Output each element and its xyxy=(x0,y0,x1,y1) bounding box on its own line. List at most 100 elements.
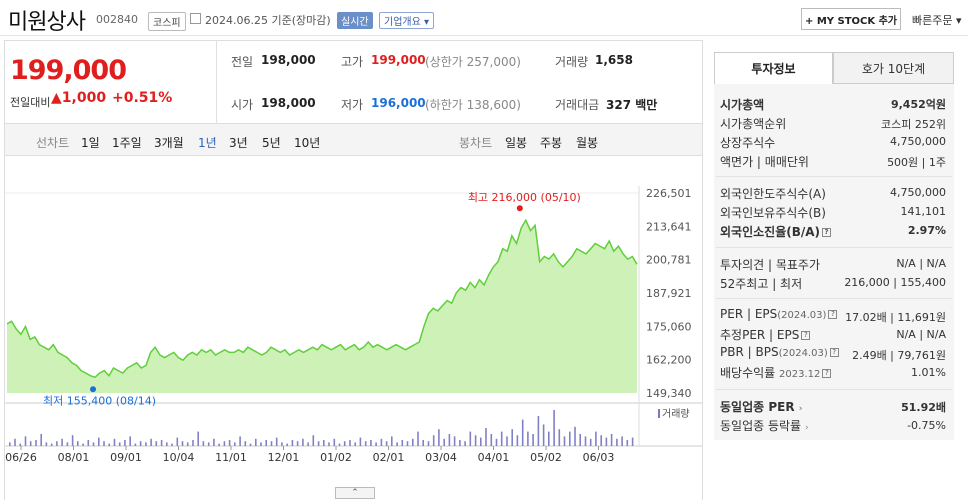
price-area xyxy=(7,220,637,393)
company-overview-dropdown[interactable]: 기업개요 ▾ xyxy=(379,12,435,29)
chevron-right-icon: › xyxy=(804,423,809,433)
stock-name: 미원상사 xyxy=(8,10,86,35)
volume-bar xyxy=(24,436,27,446)
x-tick-label: 10/04 xyxy=(163,451,195,464)
sector-change-label[interactable]: 동일업종 등락률 › xyxy=(720,417,809,434)
tab-period-1w[interactable]: 1주일 xyxy=(112,136,142,150)
change-label: 전일대비 xyxy=(10,96,51,109)
high-marker xyxy=(516,205,523,212)
low-annotation: 최저 155,400 (08/14) xyxy=(43,394,156,407)
volume-bar xyxy=(61,438,63,446)
low-value: 196,000 xyxy=(371,96,426,110)
volume-bar xyxy=(103,441,105,446)
cap-rank-value: 코스피 252위 xyxy=(881,118,946,131)
volume-bar xyxy=(380,438,383,446)
volume-bar xyxy=(207,442,210,446)
volume-bar xyxy=(438,429,440,446)
volume-bar xyxy=(359,437,362,446)
volume-bar xyxy=(192,440,194,446)
date: 2024.06.25 xyxy=(205,14,268,27)
volume-bar xyxy=(569,431,571,446)
sector-per-text: 동일업종 PER xyxy=(720,400,795,414)
tab-period-5y[interactable]: 5년 xyxy=(262,136,281,150)
prev-value: 198,000 xyxy=(261,53,316,67)
tab-investment-info[interactable]: 투자정보 xyxy=(714,52,833,84)
foreign-ratio-value: 2.97% xyxy=(907,224,946,237)
divider xyxy=(716,176,952,177)
volume-bar xyxy=(171,443,173,446)
volume-bar xyxy=(338,443,341,446)
tab-candle-month[interactable]: 월봉 xyxy=(576,136,599,150)
volume-bar xyxy=(605,437,608,446)
volume-bar xyxy=(176,437,179,446)
sector-per-label[interactable]: 동일업종 PER › xyxy=(720,398,802,415)
pbr-period: (2024.03) xyxy=(778,348,828,359)
foreign-hold-value: 141,101 xyxy=(900,205,947,218)
high-value: 199,000 xyxy=(371,53,426,67)
help-icon[interactable]: ? xyxy=(828,310,838,319)
week52-label: 52주최고 | 최저 xyxy=(720,277,803,291)
volume-bar xyxy=(118,442,121,446)
volume-bar xyxy=(98,437,100,446)
realtime-badge[interactable]: 실시간 xyxy=(337,12,373,29)
tab-candle-week[interactable]: 주봉 xyxy=(540,136,563,150)
stock-code: 002840 xyxy=(96,13,138,26)
dividend-period: 2023.12 xyxy=(779,369,821,380)
volume-bar xyxy=(186,442,189,446)
x-tick-label: 11/01 xyxy=(215,451,247,464)
volume-bar xyxy=(396,442,398,446)
est-per-value: N/A | N/A xyxy=(896,328,946,341)
volume-bar xyxy=(35,440,37,446)
volume-bar xyxy=(485,428,487,446)
volume-bar xyxy=(500,431,503,446)
volume-value: 1,658 xyxy=(595,53,633,67)
foreign-hold-label: 외국인보유주식수(B) xyxy=(720,206,826,220)
volume-bar xyxy=(218,443,220,446)
tab-period-1y[interactable]: 1년 xyxy=(198,136,217,150)
volume-bar xyxy=(511,429,513,446)
volume-bar xyxy=(45,442,48,446)
tab-period-3m[interactable]: 3개월 xyxy=(154,136,184,150)
tab-candle-day[interactable]: 일봉 xyxy=(505,136,528,150)
dividend-label: 배당수익률 2023.12? xyxy=(720,364,832,381)
volume-bar xyxy=(92,442,95,446)
help-icon[interactable]: ? xyxy=(829,348,839,357)
low-marker xyxy=(90,386,97,393)
volume-bar xyxy=(610,434,613,446)
tab-period-3y[interactable]: 3년 xyxy=(229,136,248,150)
volume-bar xyxy=(40,434,42,446)
quote-box xyxy=(4,40,703,124)
volume-bar xyxy=(490,434,493,446)
tab-period-1d[interactable]: 1일 xyxy=(81,136,100,150)
x-tick-label: 03/04 xyxy=(425,451,457,464)
chevron-down-icon: ▾ xyxy=(955,14,962,27)
volume-bar xyxy=(443,438,445,446)
volume-bar xyxy=(281,442,283,446)
help-icon[interactable]: ? xyxy=(822,228,832,237)
foreign-ratio-text: 외국인소진율(B/A) xyxy=(720,225,821,239)
opinion-value: N/A | N/A xyxy=(896,257,946,270)
volume-bar xyxy=(375,442,377,446)
tab-period-10y[interactable]: 10년 xyxy=(294,136,321,150)
basis-text: 기준(장마감) xyxy=(271,14,331,27)
volume-bar xyxy=(626,440,629,446)
quick-order-button[interactable]: 빠른주문 ▾ xyxy=(912,12,962,28)
volume-bar xyxy=(244,441,247,446)
volume-bar xyxy=(406,441,409,446)
add-mystock-button[interactable]: + MY STOCK 추가 xyxy=(801,8,901,30)
tab-order-book[interactable]: 호가 10단계 xyxy=(833,52,954,84)
line-chart-label: 선차트 xyxy=(36,136,70,150)
volume-bar xyxy=(464,441,466,446)
volume-bar xyxy=(412,438,414,446)
collapse-chart-button[interactable]: ⌃ xyxy=(335,487,375,499)
y-axis-ticks: 226,501 213,641 200,781 187,921 175,060 162,2… xyxy=(646,187,692,400)
volume-bar xyxy=(631,437,634,446)
volume-bar xyxy=(129,436,131,446)
prev-label: 전일 xyxy=(231,55,254,69)
help-icon[interactable]: ? xyxy=(822,369,832,378)
y-tick-label: 200,781 xyxy=(646,254,692,267)
volume-bar xyxy=(370,440,372,446)
volume-bars xyxy=(9,410,634,446)
help-icon[interactable]: ? xyxy=(801,331,811,340)
period-bar xyxy=(4,124,703,156)
